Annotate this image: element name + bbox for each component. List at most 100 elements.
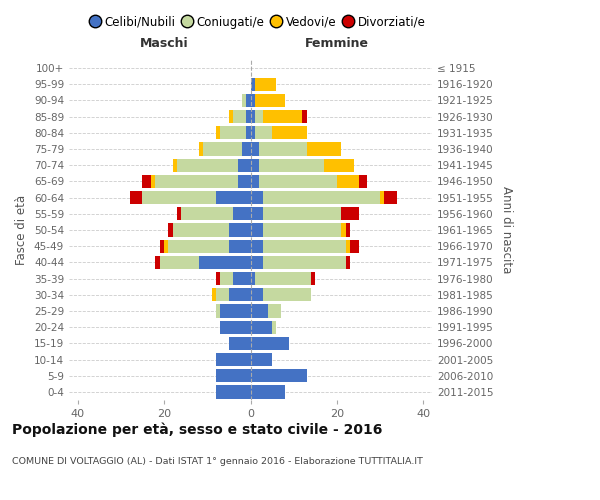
Bar (216, 353, 251, 366)
Bar (268, 304, 281, 318)
Legend: Celibi/Nubili, Coniugati/e, Vedovi/e, Divorziati/e: Celibi/Nubili, Coniugati/e, Vedovi/e, Di… (86, 11, 430, 34)
Bar (229, 110, 233, 124)
Bar (337, 175, 359, 188)
Bar (302, 110, 307, 124)
Bar (255, 110, 263, 124)
Bar (164, 240, 169, 253)
Bar (255, 272, 311, 285)
Bar (203, 142, 242, 156)
Bar (229, 288, 251, 302)
Bar (216, 288, 229, 302)
Text: Popolazione per età, sesso e stato civile - 2016: Popolazione per età, sesso e stato civil… (12, 422, 382, 437)
Bar (160, 240, 164, 253)
Bar (233, 207, 251, 220)
Bar (155, 175, 238, 188)
Bar (181, 207, 233, 220)
Bar (263, 288, 311, 302)
Text: COMUNE DI VOLTAGGIO (AL) - Dati ISTAT 1° gennaio 2016 - Elaborazione TUTTITALIA.: COMUNE DI VOLTAGGIO (AL) - Dati ISTAT 1°… (12, 458, 423, 466)
Bar (251, 191, 263, 204)
Bar (251, 369, 307, 382)
Bar (169, 240, 229, 253)
Bar (251, 386, 285, 398)
Bar (246, 94, 251, 107)
Bar (255, 126, 272, 140)
Bar (272, 126, 307, 140)
Bar (263, 224, 341, 236)
Bar (216, 191, 251, 204)
Bar (251, 336, 289, 350)
Bar (229, 224, 251, 236)
Bar (142, 191, 216, 204)
Bar (216, 386, 251, 398)
Bar (259, 175, 337, 188)
Bar (177, 207, 181, 220)
Bar (346, 224, 350, 236)
Bar (177, 158, 238, 172)
Bar (251, 158, 259, 172)
Bar (350, 240, 359, 253)
Bar (251, 78, 255, 91)
Text: Femmine: Femmine (305, 38, 369, 51)
Bar (173, 158, 177, 172)
Bar (251, 240, 263, 253)
Bar (263, 110, 302, 124)
Bar (151, 175, 155, 188)
Y-axis label: Fasce di età: Fasce di età (16, 195, 28, 265)
Bar (341, 207, 359, 220)
Bar (199, 142, 203, 156)
Bar (346, 240, 350, 253)
Bar (242, 94, 246, 107)
Bar (385, 191, 397, 204)
Bar (216, 272, 220, 285)
Bar (212, 288, 216, 302)
Bar (263, 256, 346, 269)
Bar (263, 240, 346, 253)
Bar (173, 224, 229, 236)
Bar (259, 158, 324, 172)
Bar (130, 191, 142, 204)
Bar (216, 126, 220, 140)
Bar (251, 224, 263, 236)
Bar (341, 224, 346, 236)
Bar (233, 272, 251, 285)
Bar (238, 158, 251, 172)
Bar (220, 272, 233, 285)
Bar (380, 191, 385, 204)
Bar (251, 207, 263, 220)
Bar (229, 336, 251, 350)
Bar (251, 304, 268, 318)
Bar (346, 256, 350, 269)
Bar (220, 304, 251, 318)
Bar (251, 288, 263, 302)
Bar (255, 94, 285, 107)
Bar (263, 207, 341, 220)
Bar (251, 175, 259, 188)
Bar (307, 142, 341, 156)
Bar (251, 110, 255, 124)
Bar (251, 272, 255, 285)
Bar (251, 94, 255, 107)
Bar (272, 320, 277, 334)
Bar (251, 126, 255, 140)
Bar (169, 224, 173, 236)
Bar (263, 191, 380, 204)
Bar (259, 142, 307, 156)
Bar (242, 142, 251, 156)
Bar (216, 369, 251, 382)
Text: Maschi: Maschi (140, 38, 188, 51)
Bar (216, 304, 220, 318)
Bar (251, 320, 272, 334)
Bar (246, 110, 251, 124)
Y-axis label: Anni di nascita: Anni di nascita (500, 186, 513, 274)
Bar (246, 126, 251, 140)
Bar (324, 158, 354, 172)
Bar (251, 353, 272, 366)
Bar (160, 256, 199, 269)
Bar (311, 272, 316, 285)
Bar (142, 175, 151, 188)
Bar (220, 126, 246, 140)
Bar (155, 256, 160, 269)
Bar (255, 78, 277, 91)
Bar (238, 175, 251, 188)
Bar (233, 110, 246, 124)
